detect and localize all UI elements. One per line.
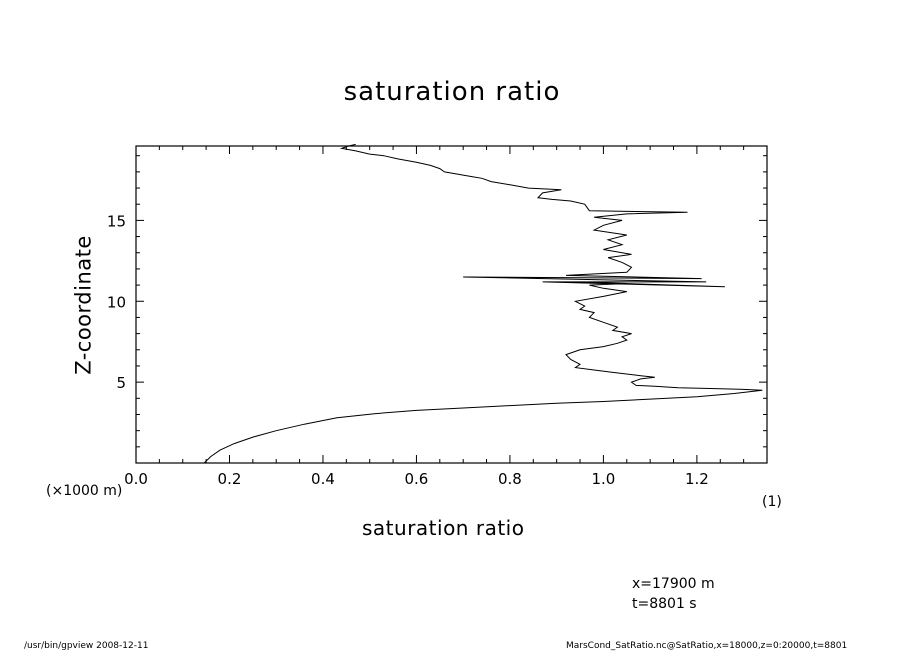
x-tick-label: 0.0 [124, 470, 148, 488]
x-axis-unit: (1) [762, 494, 782, 510]
x-tick-label: 0.4 [311, 470, 335, 488]
x-tick-label: 0.6 [405, 470, 429, 488]
y-tick-label: 5 [116, 374, 126, 392]
x-tick-label: 1.2 [685, 470, 709, 488]
plot-frame [135, 145, 768, 464]
series-line-0 [203, 143, 763, 464]
x-tick-label: 0.8 [498, 470, 522, 488]
x-tick-label: 1.0 [591, 470, 615, 488]
y-tick-label: 10 [107, 293, 126, 311]
y-axis-unit: (×1000 m) [46, 483, 123, 499]
x-tick-label: 0.2 [218, 470, 242, 488]
y-tick-label: 15 [107, 212, 126, 230]
x-position-info: x=17900 m [632, 576, 715, 592]
time-info: t=8801 s [632, 596, 697, 612]
chart-title: saturation ratio [343, 77, 561, 107]
y-axis-label: Z-coordinate [71, 235, 96, 375]
x-axis-label: saturation ratio [362, 516, 525, 540]
footer-program-date: /usr/bin/gpview 2008-12-11 [24, 641, 149, 651]
footer-source: MarsCond_SatRatio.nc@SatRatio,x=18000,z=… [566, 641, 848, 651]
